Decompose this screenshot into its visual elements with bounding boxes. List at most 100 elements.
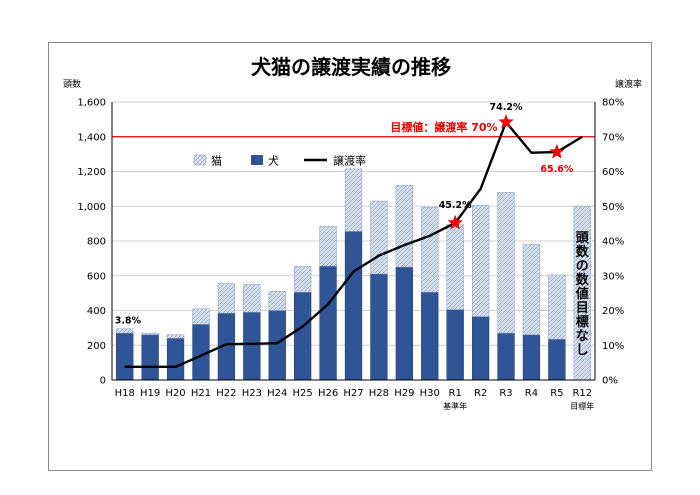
bar-dog xyxy=(294,292,312,381)
bar-dog xyxy=(243,311,261,381)
y-left-tick-label: 1,600 xyxy=(77,98,106,109)
x-tick-label: H28 xyxy=(369,388,389,399)
target-bar-label-char: 数 xyxy=(576,244,590,260)
chart-title: 犬猫の譲渡実績の推移 xyxy=(251,55,451,79)
bar-dog xyxy=(548,338,566,381)
x-tick-label: H29 xyxy=(394,388,414,399)
y-left-tick-label: 1,400 xyxy=(77,132,106,143)
annotations: 3.8% 45.2% 74.2% 65.6% xyxy=(115,102,574,327)
bar-dog xyxy=(116,332,134,381)
bar-cat xyxy=(471,205,490,317)
target-bar-label-char: 数 xyxy=(576,272,590,288)
target-bar-label-char: 値 xyxy=(575,286,589,302)
data-label: 65.6% xyxy=(540,164,573,175)
bar-cat xyxy=(446,224,464,310)
y-right-tick-label: 60% xyxy=(602,167,624,178)
y-left-tick-label: 1,200 xyxy=(77,167,106,178)
bar-cat xyxy=(294,265,312,293)
y-left-tick-label: 800 xyxy=(87,237,106,248)
bar-cat xyxy=(344,168,363,232)
x-tick-label: H19 xyxy=(140,388,160,399)
chart-frame: 犬猫の譲渡実績の推移 頭数 譲渡率 頭数の数値目標なし 目標値：譲渡率 70% … xyxy=(48,42,652,471)
bar-dog xyxy=(446,309,464,381)
target-bar-label-char: 頭 xyxy=(576,231,590,246)
y-right-tick-label: 20% xyxy=(602,306,624,317)
x-tick-label: R2 xyxy=(474,388,487,399)
bar-cat xyxy=(522,244,541,336)
bar-cat xyxy=(116,328,134,334)
star-marker xyxy=(447,214,463,230)
y-right-tick-label: 50% xyxy=(602,202,624,213)
x-tick-label: H18 xyxy=(115,388,135,399)
x-tick-label: R5 xyxy=(550,388,563,399)
x-tick-label: H24 xyxy=(267,388,287,399)
target-bar-label-char: し xyxy=(576,343,589,358)
star-marker xyxy=(498,113,514,129)
target-bar-label-char: の xyxy=(576,259,589,274)
legend: 猫 犬 譲渡率 xyxy=(193,154,366,168)
y-right-unit: 譲渡率 xyxy=(615,78,642,90)
bar-dog xyxy=(268,310,286,381)
bar-cat xyxy=(268,291,286,311)
bar-cat xyxy=(395,185,413,268)
data-label: 45.2% xyxy=(439,200,472,211)
x-tick-sublabel: 基準年 xyxy=(443,401,467,411)
x-tick-label: H22 xyxy=(216,388,236,399)
y-left-tick-label: 600 xyxy=(87,271,106,282)
bar-cat xyxy=(243,284,261,313)
y-right-tick-label: 70% xyxy=(602,132,624,143)
y-left-tick-label: 400 xyxy=(87,306,106,317)
x-tick-label: R1 xyxy=(449,388,462,399)
bar-cat xyxy=(141,332,159,336)
bar-dog xyxy=(522,334,541,381)
bar-dog xyxy=(141,334,159,381)
y-left-tick-label: 1,000 xyxy=(77,202,106,213)
bar-cat xyxy=(166,334,185,339)
y-right-tick-label: 80% xyxy=(602,98,624,109)
x-tick-label: H26 xyxy=(318,388,338,399)
y-left-tick-label: 0 xyxy=(100,376,106,387)
y-right-tick-label: 30% xyxy=(602,271,624,282)
target-bar-label-char: 標 xyxy=(576,314,589,330)
bar-dog xyxy=(344,231,363,381)
x-tick-label: H20 xyxy=(165,388,185,399)
bar-dog xyxy=(497,332,515,381)
bar-cat xyxy=(217,283,236,314)
star-marker xyxy=(549,143,565,159)
x-tick-label: H23 xyxy=(242,388,262,399)
x-tick-label: R12 xyxy=(572,388,592,399)
bar-dog xyxy=(319,265,337,381)
bar-dog xyxy=(370,273,388,381)
bar-dog xyxy=(471,316,490,381)
x-tick-sublabel: 目標年 xyxy=(570,401,594,411)
bar-cat xyxy=(370,200,388,275)
bar-dog xyxy=(421,292,439,381)
axes: 0 0% 200 10% 400 20% 600 30% 800 40% 1,000 50% 1,200… xyxy=(77,98,624,412)
x-tick-label: R3 xyxy=(499,388,512,399)
y-right-tick-label: 10% xyxy=(602,341,624,352)
bar-dog xyxy=(395,266,413,381)
target-bar-label-char: 目 xyxy=(576,301,589,316)
bar-cat xyxy=(192,308,210,325)
x-tick-label: H21 xyxy=(191,388,211,399)
legend-label-cat: 猫 xyxy=(211,155,222,168)
bar-cat xyxy=(319,225,337,267)
target-line-label: 目標値：譲渡率 70% xyxy=(390,120,497,134)
x-tick-label: H25 xyxy=(293,388,313,399)
target-line-group: 目標値：譲渡率 70% xyxy=(112,120,595,138)
legend-label-rate: 譲渡率 xyxy=(333,154,366,168)
data-label: 3.8% xyxy=(115,316,142,327)
bar-dog xyxy=(166,338,185,381)
x-tick-label: H27 xyxy=(343,388,363,399)
x-tick-label: H30 xyxy=(420,388,440,399)
y-right-tick-label: 40% xyxy=(602,237,624,248)
bar-cat xyxy=(497,192,515,334)
legend-label-dog: 犬 xyxy=(268,154,279,168)
bar-cat xyxy=(548,274,566,340)
legend-swatch-dog xyxy=(251,155,263,165)
y-left-unit: 頭数 xyxy=(63,78,81,90)
y-left-tick-label: 200 xyxy=(87,341,106,352)
target-bar-label-char: な xyxy=(576,329,589,344)
